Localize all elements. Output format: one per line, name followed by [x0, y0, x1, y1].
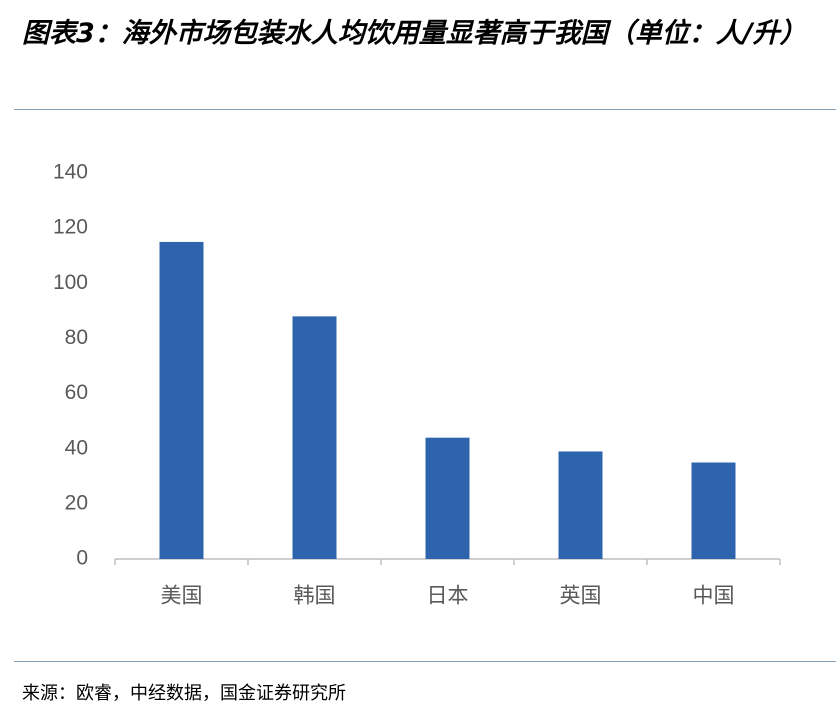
- y-tick-label: 20: [65, 491, 88, 514]
- source-note: 来源：欧睿，中经数据，国金证券研究所: [22, 683, 346, 704]
- bar: [425, 437, 470, 559]
- y-tick-label: 80: [65, 326, 88, 349]
- bar: [558, 451, 603, 559]
- bar: [159, 241, 204, 559]
- divider: [14, 109, 836, 110]
- x-tick-label: 韩国: [294, 585, 336, 608]
- y-tick-label: 0: [76, 547, 88, 570]
- bar: [292, 316, 337, 559]
- x-tick-label: 中国: [693, 585, 735, 608]
- y-tick-label: 40: [65, 436, 88, 459]
- divider: [14, 661, 836, 662]
- chart-title: 图表3：海外市场包装水人均饮用量显著高于我国（单位：人/升）: [22, 18, 807, 49]
- x-tick-label: 美国: [161, 585, 203, 608]
- y-tick-label: 120: [53, 216, 88, 239]
- x-tick-label: 日本: [427, 585, 469, 608]
- y-tick-label: 140: [53, 161, 88, 184]
- y-tick-label: 60: [65, 381, 88, 404]
- y-tick-label: 100: [53, 271, 88, 294]
- x-tick-label: 英国: [560, 585, 602, 608]
- bar: [691, 462, 736, 559]
